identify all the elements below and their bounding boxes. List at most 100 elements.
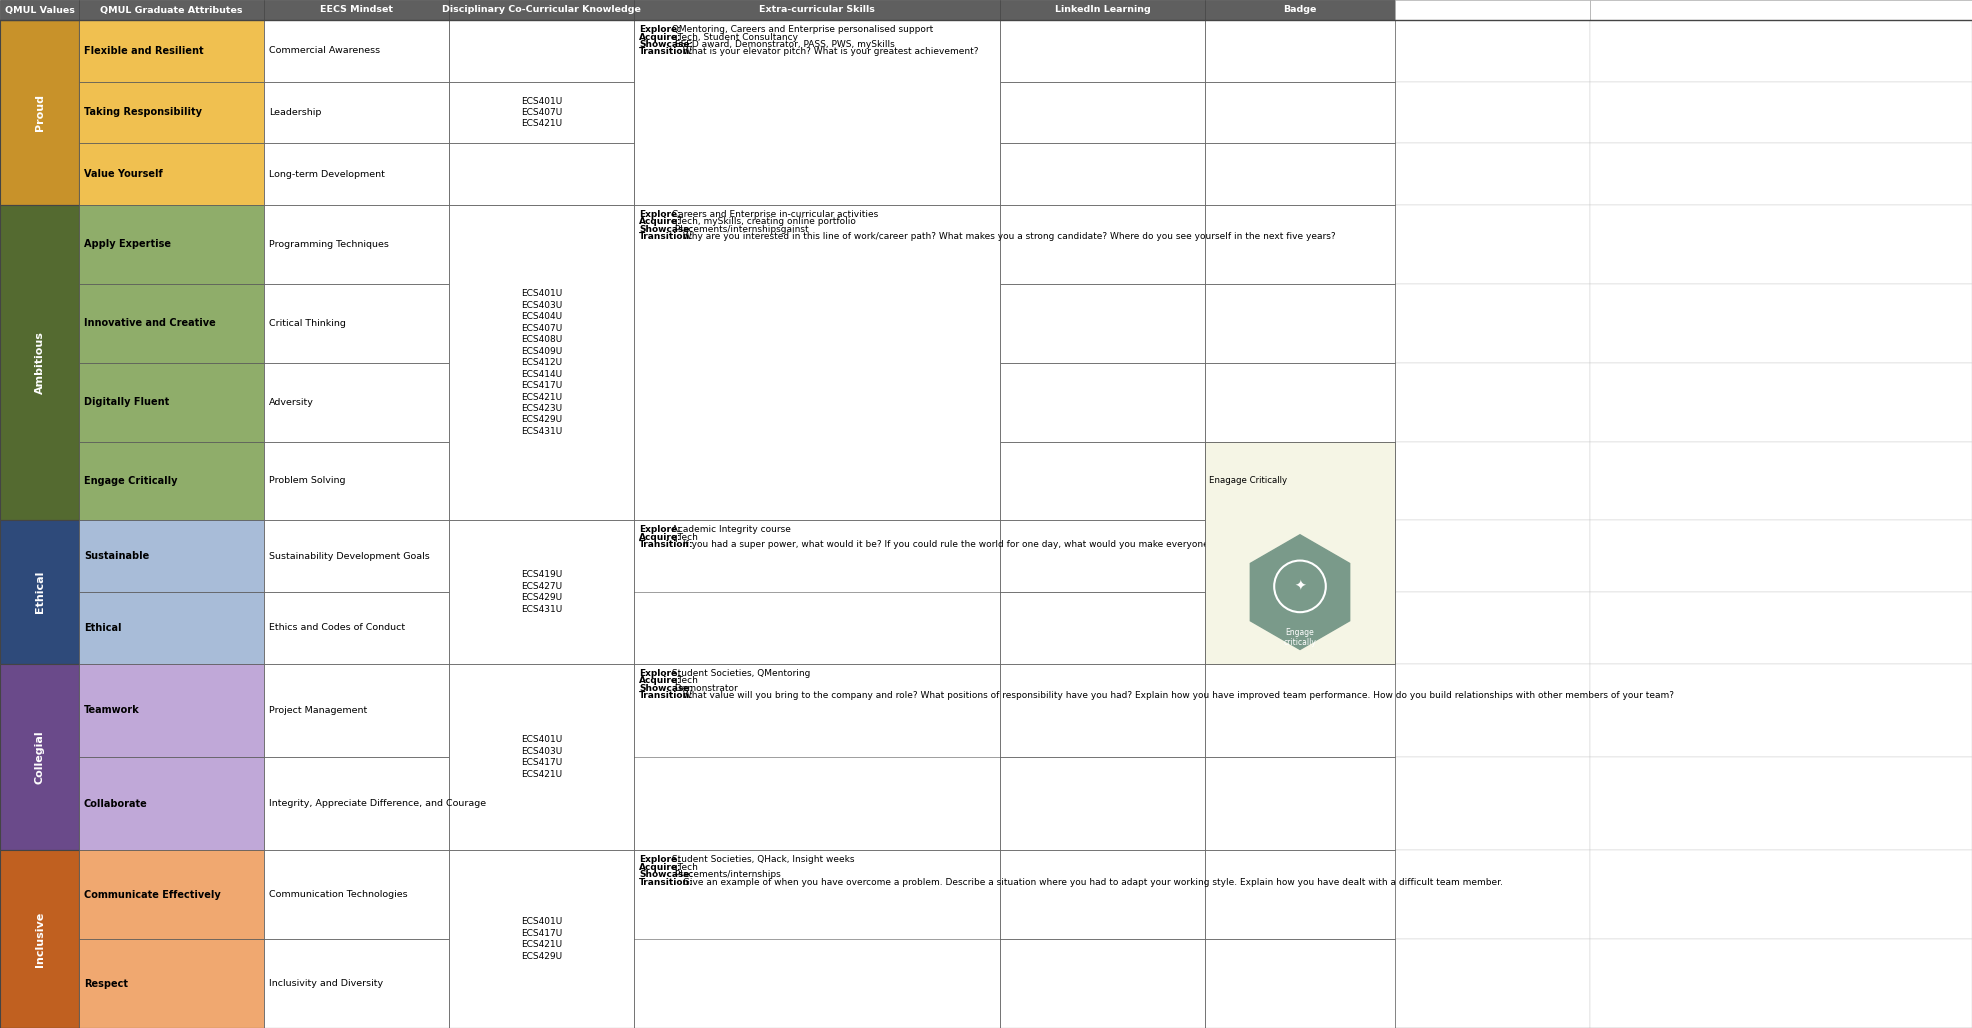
- Bar: [0, 850, 79, 1028]
- Text: Sustainability Development Goals: Sustainability Development Goals: [268, 552, 430, 560]
- Bar: [1394, 20, 1589, 81]
- Bar: [1205, 81, 1394, 143]
- Bar: [79, 143, 264, 205]
- Text: Explore:: Explore:: [639, 525, 680, 535]
- Bar: [1589, 520, 1972, 592]
- Text: Ethical: Ethical: [85, 623, 122, 633]
- Bar: [635, 205, 1000, 520]
- Text: Project Management: Project Management: [268, 706, 367, 714]
- Bar: [1394, 520, 1589, 592]
- Bar: [264, 757, 450, 850]
- Bar: [1000, 850, 1205, 940]
- Text: Integrity, Appreciate Difference, and Courage: Integrity, Appreciate Difference, and Co…: [268, 799, 487, 808]
- Bar: [1394, 363, 1589, 442]
- Text: Explore:: Explore:: [639, 669, 680, 677]
- Text: ECS401U
ECS403U
ECS404U
ECS407U
ECS408U
ECS409U
ECS412U
ECS414U
ECS417U
ECS421U
: ECS401U ECS403U ECS404U ECS407U ECS408U …: [521, 290, 562, 436]
- Text: Innovative and Creative: Innovative and Creative: [85, 319, 215, 328]
- Bar: [1205, 143, 1394, 205]
- Text: Programming Techniques: Programming Techniques: [268, 240, 388, 249]
- Bar: [1589, 284, 1972, 363]
- Bar: [450, 143, 635, 205]
- Bar: [79, 442, 264, 520]
- Bar: [450, 664, 635, 850]
- Bar: [79, 850, 264, 940]
- Bar: [450, 0, 635, 20]
- Bar: [264, 284, 450, 363]
- Text: LinkedIn Learning: LinkedIn Learning: [1055, 5, 1150, 14]
- Bar: [1589, 592, 1972, 664]
- Bar: [635, 20, 1000, 205]
- Bar: [0, 20, 79, 205]
- Text: qTech: qTech: [669, 862, 698, 872]
- Bar: [1000, 442, 1205, 520]
- Bar: [79, 520, 264, 592]
- Text: If you had a super power, what would it be? If you could rule the world for one : If you had a super power, what would it …: [680, 541, 1227, 549]
- Bar: [1000, 757, 1205, 850]
- Bar: [450, 850, 635, 1028]
- Text: QMentoring, Careers and Enterprise personalised support: QMentoring, Careers and Enterprise perso…: [669, 25, 933, 34]
- Text: Acquire:: Acquire:: [639, 862, 682, 872]
- Text: Commercial Awareness: Commercial Awareness: [268, 46, 381, 56]
- Text: Explore:: Explore:: [639, 25, 680, 34]
- Bar: [1205, 0, 1394, 20]
- Text: Enagage Critically: Enagage Critically: [1209, 477, 1288, 485]
- Bar: [1205, 363, 1394, 442]
- Text: Leadership: Leadership: [268, 108, 321, 117]
- Bar: [79, 0, 264, 20]
- Text: Extra-curricular Skills: Extra-curricular Skills: [759, 5, 876, 14]
- Text: Digitally Fluent: Digitally Fluent: [85, 397, 170, 407]
- Text: Taking Responsibility: Taking Responsibility: [85, 108, 201, 117]
- Bar: [1589, 442, 1972, 520]
- Text: Collaborate: Collaborate: [85, 799, 148, 809]
- Text: Sustainable: Sustainable: [85, 551, 150, 561]
- Bar: [1205, 664, 1394, 757]
- Text: Badge: Badge: [1284, 5, 1317, 14]
- Text: Flexible and Resilient: Flexible and Resilient: [85, 46, 203, 56]
- Bar: [635, 850, 1000, 1028]
- Bar: [79, 940, 264, 1028]
- Bar: [1394, 143, 1589, 205]
- Bar: [1000, 592, 1205, 664]
- Bar: [79, 20, 264, 81]
- Bar: [1589, 0, 1972, 20]
- Bar: [79, 205, 264, 284]
- Text: Engage Critically: Engage Critically: [85, 476, 177, 486]
- Text: Teamwork: Teamwork: [85, 705, 140, 715]
- Text: Careers and Enterprise in-curricular activities: Careers and Enterprise in-curricular act…: [669, 210, 878, 219]
- Bar: [264, 592, 450, 664]
- Bar: [635, 520, 1000, 664]
- Text: Disciplinary Co-Curricular Knowledge: Disciplinary Co-Curricular Knowledge: [442, 5, 641, 14]
- Text: What is your elevator pitch? What is your greatest achievement?: What is your elevator pitch? What is you…: [680, 47, 978, 57]
- Text: Academic Integrity course: Academic Integrity course: [669, 525, 791, 535]
- Bar: [1205, 940, 1394, 1028]
- Bar: [1205, 284, 1394, 363]
- Text: Communicate Effectively: Communicate Effectively: [85, 889, 221, 900]
- Bar: [1394, 81, 1589, 143]
- Text: Communication Technologies: Communication Technologies: [268, 890, 408, 900]
- Bar: [1000, 940, 1205, 1028]
- Text: qTech: qTech: [669, 533, 698, 542]
- Text: SEED award, Demonstrator, PASS, PWS, mySkills: SEED award, Demonstrator, PASS, PWS, myS…: [672, 40, 895, 49]
- Bar: [1000, 205, 1205, 284]
- Bar: [264, 850, 450, 940]
- Bar: [264, 143, 450, 205]
- Text: Ethics and Codes of Conduct: Ethics and Codes of Conduct: [268, 623, 404, 632]
- Bar: [264, 363, 450, 442]
- Bar: [1205, 520, 1394, 592]
- Text: Acquire:: Acquire:: [639, 676, 682, 686]
- Bar: [1394, 442, 1589, 520]
- Text: Acquire:: Acquire:: [639, 218, 682, 226]
- Bar: [1205, 442, 1394, 520]
- Bar: [1394, 757, 1589, 850]
- Text: Proud: Proud: [34, 94, 45, 131]
- Text: What value will you bring to the company and role? What positions of responsibil: What value will you bring to the company…: [680, 691, 1674, 700]
- Bar: [79, 81, 264, 143]
- Text: Give an example of when you have overcome a problem. Describe a situation where : Give an example of when you have overcom…: [680, 878, 1503, 887]
- Text: Apply Expertise: Apply Expertise: [85, 240, 172, 250]
- Text: qTech: qTech: [669, 676, 698, 686]
- Bar: [264, 20, 450, 81]
- Bar: [1589, 363, 1972, 442]
- Bar: [1589, 850, 1972, 940]
- Bar: [1589, 81, 1972, 143]
- Bar: [79, 363, 264, 442]
